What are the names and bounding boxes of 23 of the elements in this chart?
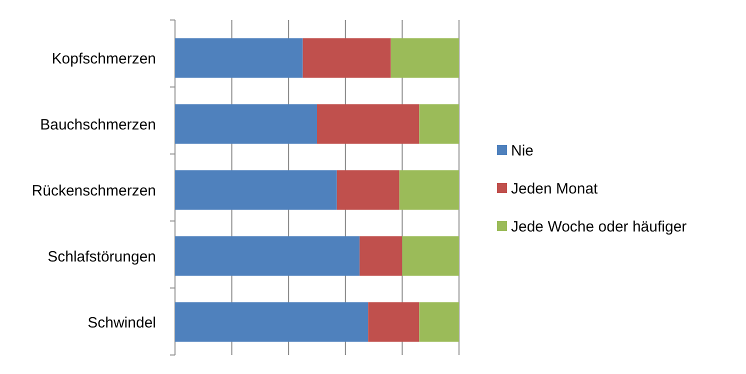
bar: [336, 170, 400, 210]
y-tick-label: Kopfschmerzen: [52, 50, 156, 68]
y-tick-label: Schlafstörungen: [48, 248, 156, 266]
y-tick-label: Rückenschmerzen: [32, 182, 156, 200]
legend-label: Nie: [511, 142, 534, 160]
bar: [175, 236, 360, 276]
legend-label: Jede Woche oder häufiger: [511, 218, 687, 236]
bar: [368, 302, 420, 342]
bar: [419, 104, 459, 144]
bar: [175, 302, 368, 342]
y-tick-label: Schwindel: [88, 314, 156, 332]
bar: [419, 302, 459, 342]
bar: [317, 104, 420, 144]
bar: [302, 38, 391, 78]
bar: [175, 38, 303, 78]
bar: [390, 38, 459, 78]
bar: [360, 236, 402, 276]
y-tick-label: Bauchschmerzen: [40, 116, 156, 134]
bar: [175, 104, 317, 144]
bar: [399, 170, 459, 210]
bar: [175, 170, 337, 210]
bar: [402, 236, 459, 276]
legend-label: Jeden Monat: [511, 180, 599, 198]
